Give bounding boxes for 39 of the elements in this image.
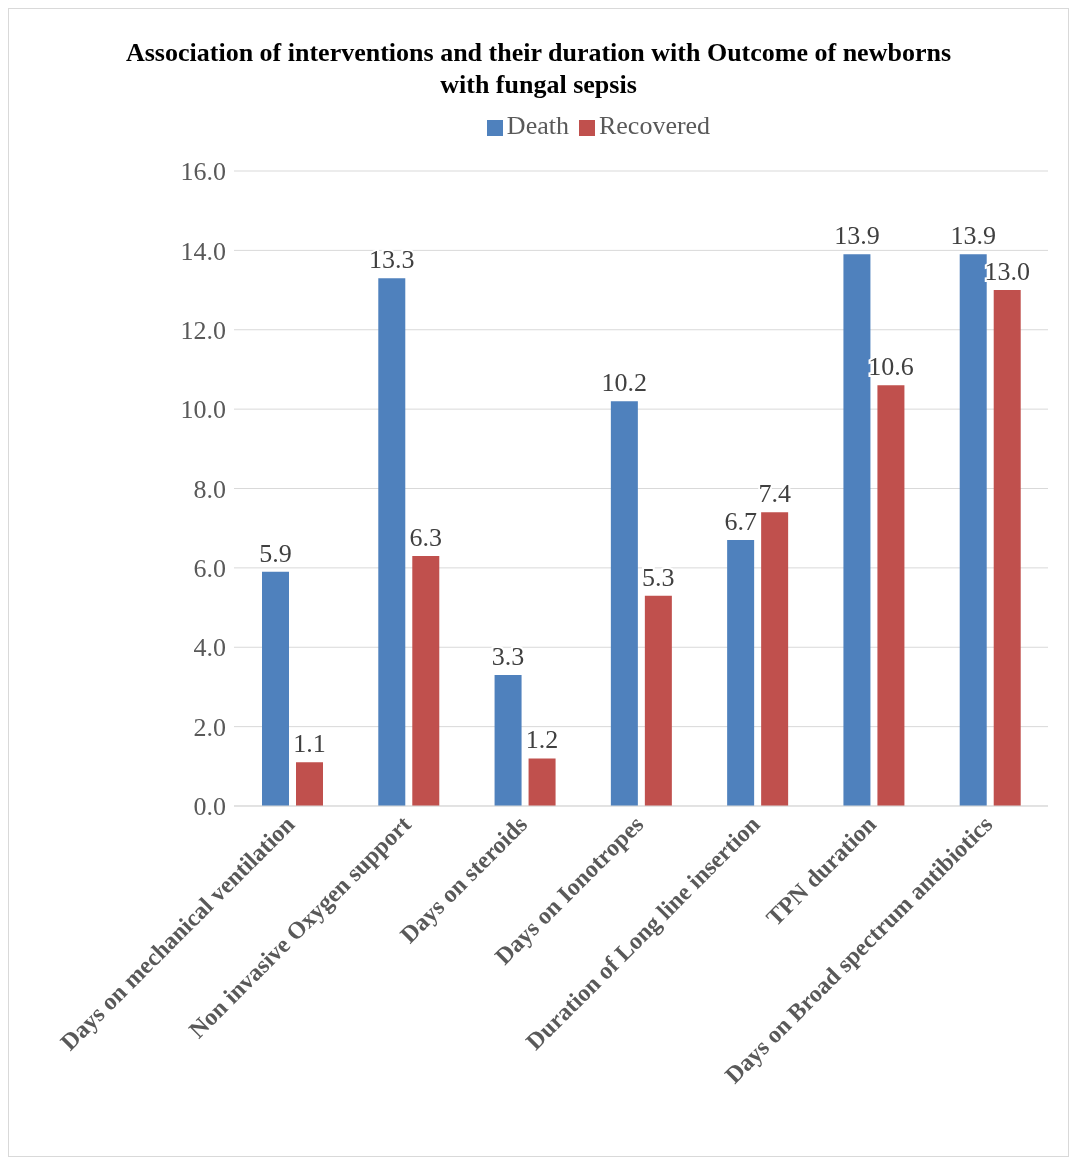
data-label: 3.3 (491, 642, 525, 672)
y-tick-label: 2.0 (193, 712, 226, 742)
data-label: 1.2 (525, 725, 559, 755)
bar (262, 571, 289, 806)
data-label: 13.9 (834, 221, 880, 251)
data-label: 7.4 (758, 479, 791, 509)
data-label: 5.9 (259, 538, 292, 568)
data-label: 6.3 (409, 522, 443, 552)
bar (378, 278, 406, 806)
bar (528, 758, 556, 806)
y-tick-label: 16.0 (180, 157, 226, 187)
bar (610, 401, 638, 806)
bar (959, 254, 987, 806)
bar (494, 675, 522, 806)
chart-title: Association of interventions and their duration with Outcome of newborns with fungal sepsis (124, 37, 952, 101)
data-label: 13.3 (369, 245, 415, 275)
bar (993, 290, 1021, 806)
legend-label: Death (506, 111, 569, 140)
y-tick-label: 0.0 (193, 792, 226, 822)
y-tick-label: 8.0 (193, 474, 226, 504)
bar (727, 540, 755, 806)
data-label: 5.3 (642, 562, 675, 592)
bar (296, 762, 323, 806)
data-label: 1.1 (293, 729, 326, 759)
data-label: 10.2 (601, 368, 648, 398)
bar (761, 512, 789, 806)
bar (877, 385, 905, 806)
y-tick-label: 4.0 (193, 633, 226, 663)
data-label: 6.7 (724, 507, 757, 537)
data-label: 13.9 (950, 221, 996, 251)
bar (843, 254, 871, 806)
y-tick-label: 6.0 (193, 554, 226, 584)
y-tick-label: 14.0 (180, 236, 226, 266)
legend-label: Recovered (598, 111, 711, 140)
y-tick-label: 12.0 (180, 315, 226, 345)
bar (412, 555, 440, 806)
y-tick-label: 10.0 (180, 395, 226, 425)
data-label: 10.6 (868, 352, 914, 382)
bar (644, 595, 672, 806)
